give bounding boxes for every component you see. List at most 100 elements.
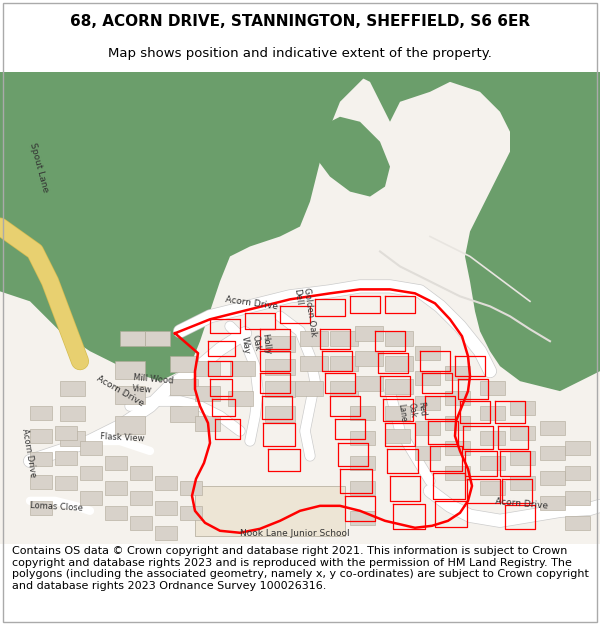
Text: Acorn Drive: Acorn Drive xyxy=(495,498,548,511)
Bar xyxy=(30,475,52,489)
Bar xyxy=(170,406,198,422)
Bar xyxy=(120,331,145,346)
Text: Holly
Oak
Way: Holly Oak Way xyxy=(240,333,272,358)
Bar xyxy=(385,429,410,443)
Bar xyxy=(415,446,440,460)
Bar xyxy=(385,379,413,394)
Bar xyxy=(355,376,383,391)
Text: Red
Oak
Lane: Red Oak Lane xyxy=(396,401,428,423)
Bar xyxy=(330,381,358,396)
Text: Acorn Drive: Acorn Drive xyxy=(225,295,279,311)
Bar xyxy=(445,416,470,430)
Text: Contains OS data © Crown copyright and database right 2021. This information is : Contains OS data © Crown copyright and d… xyxy=(12,546,589,591)
Bar xyxy=(230,361,255,376)
Bar xyxy=(265,381,295,397)
Bar xyxy=(30,452,52,466)
Bar xyxy=(55,476,77,490)
Bar xyxy=(228,391,253,406)
Bar xyxy=(105,456,127,470)
Bar xyxy=(195,386,220,401)
Bar xyxy=(565,441,590,455)
Bar xyxy=(115,361,145,379)
Polygon shape xyxy=(0,72,370,381)
Bar xyxy=(350,511,375,525)
Bar xyxy=(415,346,440,360)
Bar xyxy=(155,501,177,515)
Bar xyxy=(415,421,440,435)
Polygon shape xyxy=(350,72,470,122)
Bar xyxy=(510,401,535,415)
Bar xyxy=(130,491,152,505)
Bar xyxy=(510,426,535,440)
Text: Acorn Drive: Acorn Drive xyxy=(95,374,145,408)
Bar xyxy=(55,426,77,440)
Bar xyxy=(80,466,102,480)
Bar xyxy=(445,391,470,405)
Bar xyxy=(300,356,328,371)
Bar xyxy=(180,506,202,520)
Bar xyxy=(105,506,127,520)
Text: Flask View: Flask View xyxy=(100,432,145,443)
Bar xyxy=(155,526,177,540)
Bar xyxy=(565,466,590,480)
Bar xyxy=(30,429,52,443)
Text: Nook Lane Junior School: Nook Lane Junior School xyxy=(240,529,350,538)
Bar xyxy=(565,491,590,505)
Bar xyxy=(540,471,565,485)
Bar xyxy=(330,331,358,346)
Bar xyxy=(350,456,375,470)
Bar xyxy=(60,381,85,396)
Bar xyxy=(385,406,410,420)
Bar xyxy=(30,501,52,515)
Polygon shape xyxy=(315,117,390,197)
Bar xyxy=(445,366,470,380)
Bar xyxy=(115,386,145,404)
Bar xyxy=(265,336,295,352)
Bar xyxy=(295,381,323,396)
Bar xyxy=(105,481,127,495)
Bar xyxy=(385,356,413,371)
Bar xyxy=(195,361,220,376)
Bar xyxy=(385,331,413,346)
Bar xyxy=(480,481,505,495)
Bar xyxy=(60,431,85,446)
Text: Map shows position and indicative extent of the property.: Map shows position and indicative extent… xyxy=(108,48,492,61)
Bar xyxy=(170,379,198,395)
Bar xyxy=(195,416,220,431)
Text: Lomas Close: Lomas Close xyxy=(30,501,83,513)
Bar xyxy=(480,456,505,470)
Bar xyxy=(480,381,505,395)
Bar xyxy=(130,466,152,480)
Text: Acorn Drive: Acorn Drive xyxy=(20,428,37,478)
Bar xyxy=(55,451,77,465)
Bar xyxy=(355,326,383,341)
Bar xyxy=(350,406,375,420)
Bar xyxy=(415,396,440,410)
Bar xyxy=(510,476,535,490)
Bar xyxy=(565,516,590,530)
Bar xyxy=(80,441,102,455)
Bar xyxy=(330,356,358,371)
Text: Mill Wood
View: Mill Wood View xyxy=(132,373,174,396)
Bar xyxy=(115,416,145,434)
Bar xyxy=(265,359,295,375)
Bar xyxy=(540,496,565,510)
Bar xyxy=(510,451,535,465)
Bar xyxy=(445,441,470,455)
Bar xyxy=(355,351,383,366)
Bar xyxy=(170,356,198,372)
Bar xyxy=(350,481,375,495)
Bar xyxy=(540,421,565,435)
Bar xyxy=(80,491,102,505)
Bar xyxy=(445,466,470,480)
FancyBboxPatch shape xyxy=(195,486,345,536)
Polygon shape xyxy=(400,72,600,391)
Text: Spout Lane: Spout Lane xyxy=(28,142,50,194)
Bar xyxy=(130,516,152,530)
Text: 68, ACORN DRIVE, STANNINGTON, SHEFFIELD, S6 6ER: 68, ACORN DRIVE, STANNINGTON, SHEFFIELD,… xyxy=(70,14,530,29)
Text: Golden Oak
Dell: Golden Oak Dell xyxy=(292,287,318,338)
Bar xyxy=(155,476,177,490)
Bar xyxy=(350,431,375,445)
Bar xyxy=(180,481,202,495)
Bar xyxy=(300,331,328,346)
